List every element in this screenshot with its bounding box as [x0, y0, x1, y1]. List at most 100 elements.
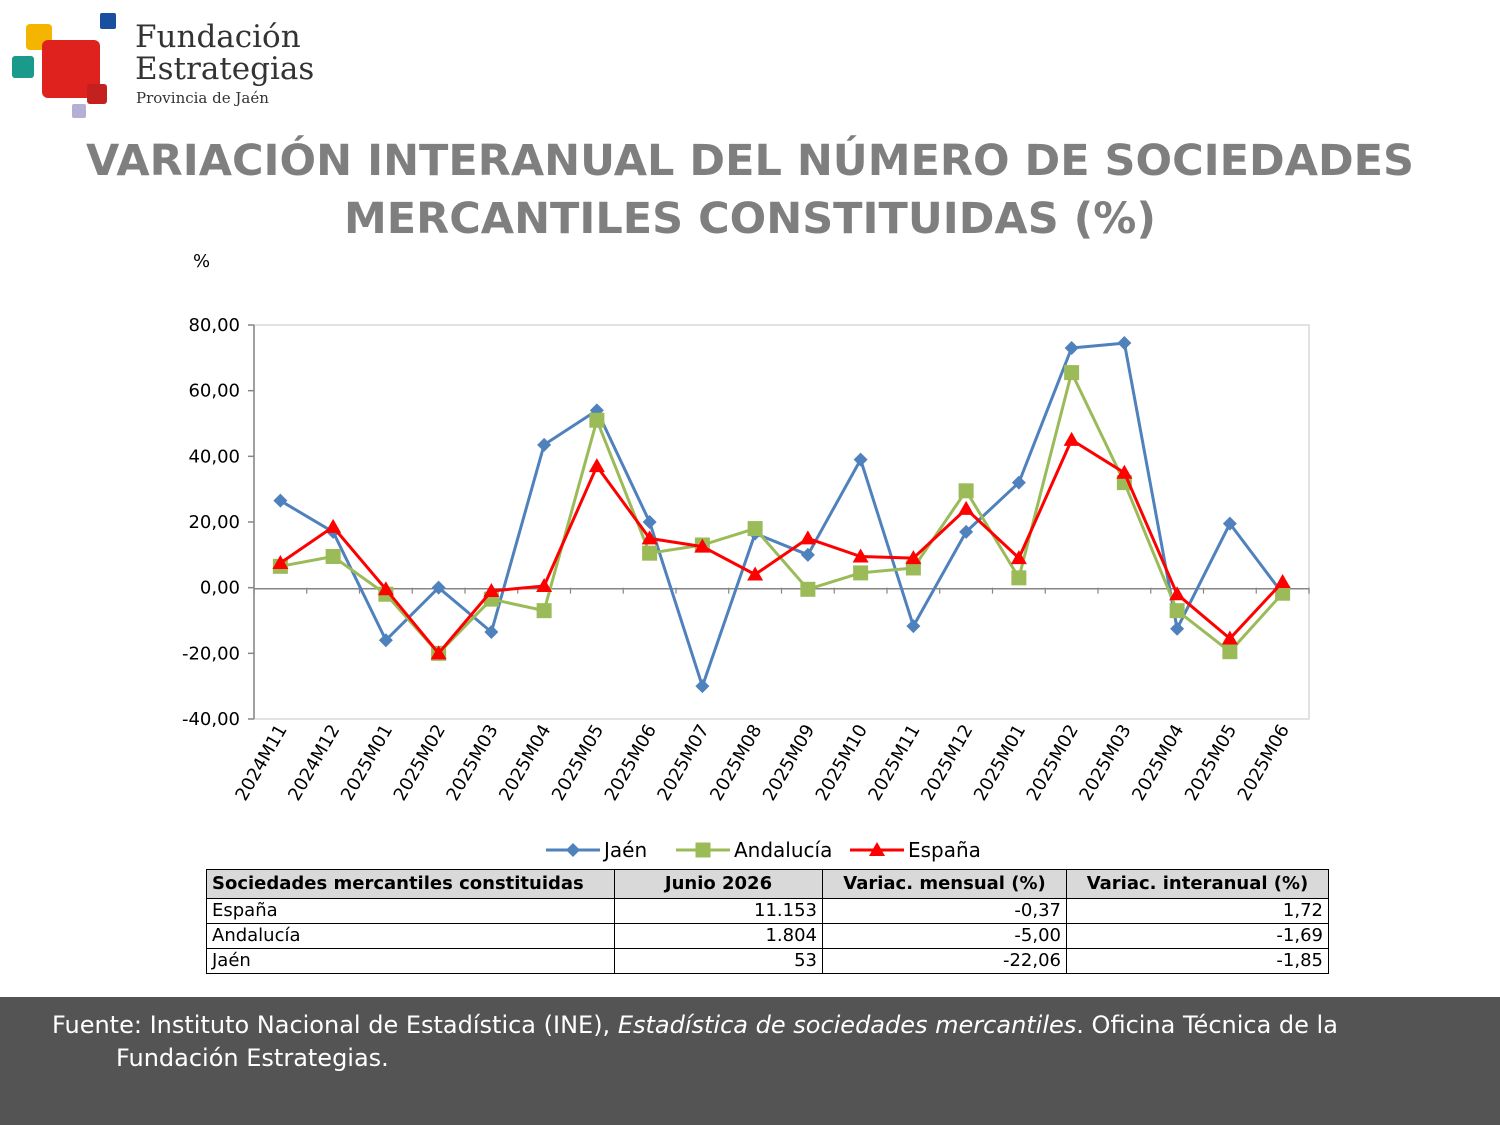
table-cell: Andalucía: [206, 923, 615, 949]
data-point-triangle: [747, 566, 764, 581]
table-header: Sociedades mercantiles constituidas: [206, 869, 615, 899]
data-point-triangle: [1169, 586, 1186, 601]
table-cell: 1,72: [1066, 898, 1329, 924]
series-line: [279, 438, 1284, 655]
data-point-triangle: [272, 555, 289, 570]
table-row: Jaén 53 -22,06 -1,85: [206, 948, 1329, 974]
data-point-triangle: [1116, 464, 1133, 479]
table-cell: -22,06: [822, 948, 1067, 974]
logo-square-darkred: [87, 84, 107, 104]
data-point-square: [1169, 603, 1185, 619]
x-tick-label: 2025M03: [1075, 721, 1135, 804]
x-tick-label: 2025M08: [706, 721, 766, 804]
x-tick-label: 2025M12: [917, 721, 977, 804]
series-layer: [272, 336, 1291, 694]
series-line: [280, 371, 1284, 655]
data-point-triangle: [869, 842, 885, 856]
x-tick-label: 2025M02: [1023, 721, 1083, 804]
logo-text-line3: Provincia de Jaén: [136, 89, 269, 107]
data-point-triangle: [799, 530, 816, 545]
data-point-triangle: [958, 500, 975, 515]
table-header: Variac. interanual (%): [1066, 869, 1329, 899]
data-point-diamond: [1117, 336, 1132, 351]
data-point-square: [589, 412, 605, 428]
data-point-square: [1222, 644, 1238, 660]
data-point-diamond: [853, 452, 868, 467]
data-point-diamond: [273, 493, 288, 508]
y-tick-label: 20,00: [188, 512, 240, 533]
x-tick-label: 2025M06: [601, 721, 661, 804]
data-point-diamond: [1222, 516, 1237, 531]
y-axis-label: %: [193, 251, 210, 272]
x-tick-label: 2025M04: [495, 721, 555, 804]
y-ticks: 80,00 60,00 40,00 20,00 0,00 -20,00 -40,00: [182, 315, 254, 730]
source-note-italic: Estadística de sociedades mercantiles: [617, 1011, 1077, 1039]
data-point-triangle: [325, 518, 342, 533]
data-point-diamond: [800, 547, 815, 562]
x-tick-label: 2025M02: [390, 721, 450, 804]
line-chart: % 80,00 60,00 40,00 20,00 0,00 -20,00 -40,00 2…: [182, 251, 1310, 862]
x-tick-label: 2025M01: [337, 721, 397, 804]
data-point-square: [536, 603, 552, 619]
data-point-triangle: [536, 578, 553, 593]
logo-square-blue: [100, 13, 116, 29]
logo-text-line2: Estrategias: [135, 51, 315, 87]
data-point-triangle: [905, 550, 922, 565]
data-point-triangle: [1274, 574, 1291, 589]
data-point-diamond: [1064, 340, 1079, 355]
x-tick-label: 2025M06: [1234, 721, 1294, 804]
data-point-square: [695, 842, 711, 858]
table-cell: 1.804: [614, 923, 823, 949]
data-point-triangle: [694, 538, 711, 553]
table-cell: 11.153: [614, 898, 823, 924]
data-point-diamond: [906, 619, 921, 634]
data-point-diamond: [959, 524, 974, 539]
legend-label: Andalucía: [734, 838, 832, 862]
y-tick-label: -40,00: [182, 709, 240, 730]
data-point-diamond: [484, 624, 499, 639]
x-tick-label: 2025M07: [653, 721, 713, 804]
data-point-diamond: [1011, 475, 1026, 490]
data-point-diamond: [642, 515, 657, 529]
table-cell: 53: [614, 948, 823, 974]
page-title-line2: MERCANTILES CONSTITUIDAS (%): [343, 194, 1157, 244]
table-cell: -0,37: [822, 898, 1067, 924]
logo-square-teal: [12, 56, 34, 78]
data-point-square: [642, 545, 658, 561]
y-tick-label: 0,00: [200, 578, 240, 599]
source-note-line2: Fundación Estrategias.: [116, 1044, 389, 1072]
data-point-square: [1275, 585, 1291, 601]
logo-text-line1: Fundación: [135, 19, 301, 55]
data-point-square: [853, 565, 869, 581]
y-tick-label: 80,00: [188, 315, 240, 336]
table-header: Junio 2026: [614, 869, 823, 899]
plot-area: [253, 324, 1310, 720]
y-tick-label: 60,00: [188, 381, 240, 402]
page-title-line1: VARIACIÓN INTERANUAL DEL NÚMERO DE SOCIE…: [85, 136, 1415, 186]
series-jaén: [273, 336, 1290, 694]
data-point-diamond: [537, 437, 552, 452]
source-note: Fuente: Instituto Nacional de Estadístic…: [52, 1009, 1428, 1075]
data-point-diamond: [431, 580, 446, 595]
y-tick-label: -20,00: [182, 643, 240, 664]
data-point-square: [747, 521, 763, 537]
table-cell: España: [206, 898, 615, 924]
y-tick-label: 40,00: [188, 446, 240, 467]
data-point-diamond: [566, 843, 580, 857]
data-point-square: [325, 548, 341, 564]
x-tick-label: 2024M12: [284, 721, 344, 804]
data-point-triangle: [377, 581, 394, 596]
data-point-diamond: [1170, 621, 1185, 636]
x-tick-label: 2025M03: [442, 721, 502, 804]
data-point-triangle: [1221, 630, 1238, 645]
data-point-triangle: [430, 645, 447, 660]
data-point-triangle: [641, 530, 658, 545]
x-tick-label: 2025M01: [970, 721, 1030, 804]
table-cell: -1,85: [1066, 948, 1329, 974]
x-tick-label: 2025M04: [1128, 721, 1188, 804]
data-point-triangle: [483, 582, 500, 597]
series-españa: [272, 431, 1291, 660]
x-tick-label: 2025M09: [759, 721, 819, 804]
legend-label: España: [908, 838, 981, 862]
legend: Jaén Andalucía España: [546, 838, 981, 862]
